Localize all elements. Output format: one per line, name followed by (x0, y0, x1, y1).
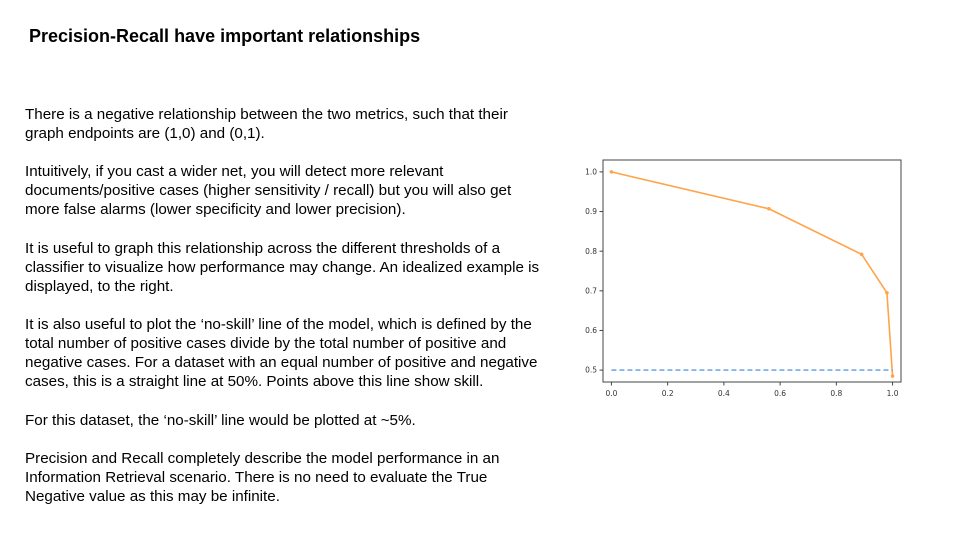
paragraph-thresholds: It is useful to graph this relationship … (25, 239, 540, 295)
y-tick-label: 0.9 (585, 207, 597, 216)
y-tick-label: 0.6 (585, 326, 597, 335)
chart-svg: 0.0 0.2 0.4 0.6 0.8 1.0 0.5 0.6 0.7 0.8 0.9 1.0 (585, 159, 902, 398)
precision-recall-line (611, 171, 894, 377)
slide-title: Precision-Recall have important relation… (29, 26, 421, 46)
paragraph-wider-net: Intuitively, if you cast a wider net, yo… (25, 163, 512, 219)
y-tick-label: 0.5 (585, 366, 597, 375)
x-tick-label: 0.0 (605, 389, 617, 398)
x-tick-label: 0.8 (830, 389, 842, 398)
x-tick-label: 1.0 (887, 389, 899, 398)
precision-recall-point (767, 206, 771, 211)
precision-recall-chart: 0.0 0.2 0.4 0.6 0.8 1.0 0.5 0.6 0.7 0.8 0.9 1.0 (574, 150, 914, 410)
paragraph-no-skill: It is also useful to plot the ‘no-skill’… (25, 316, 538, 391)
precision-recall-point (890, 374, 895, 378)
x-tick-label: 0.4 (718, 389, 730, 398)
y-tick-label: 1.0 (585, 167, 597, 176)
precision-recall-point (885, 291, 889, 295)
body-text: There is a negative relationship between… (25, 105, 545, 525)
plot-frame (602, 159, 902, 383)
paragraph-negative-relationship: There is a negative relationship between… (25, 106, 508, 143)
x-tick-label: 0.2 (662, 389, 674, 398)
precision-recall-point (859, 252, 864, 257)
x-tick-label: 0.6 (774, 389, 786, 398)
precision-recall-point (609, 170, 614, 174)
paragraph-information-retrieval: Precision and Recall completely describe… (25, 449, 500, 505)
y-tick-label: 0.8 (585, 247, 597, 256)
paragraph-dataset-no-skill: For this dataset, the ‘no-skill’ line wo… (25, 411, 416, 429)
y-tick-label: 0.7 (585, 286, 597, 295)
